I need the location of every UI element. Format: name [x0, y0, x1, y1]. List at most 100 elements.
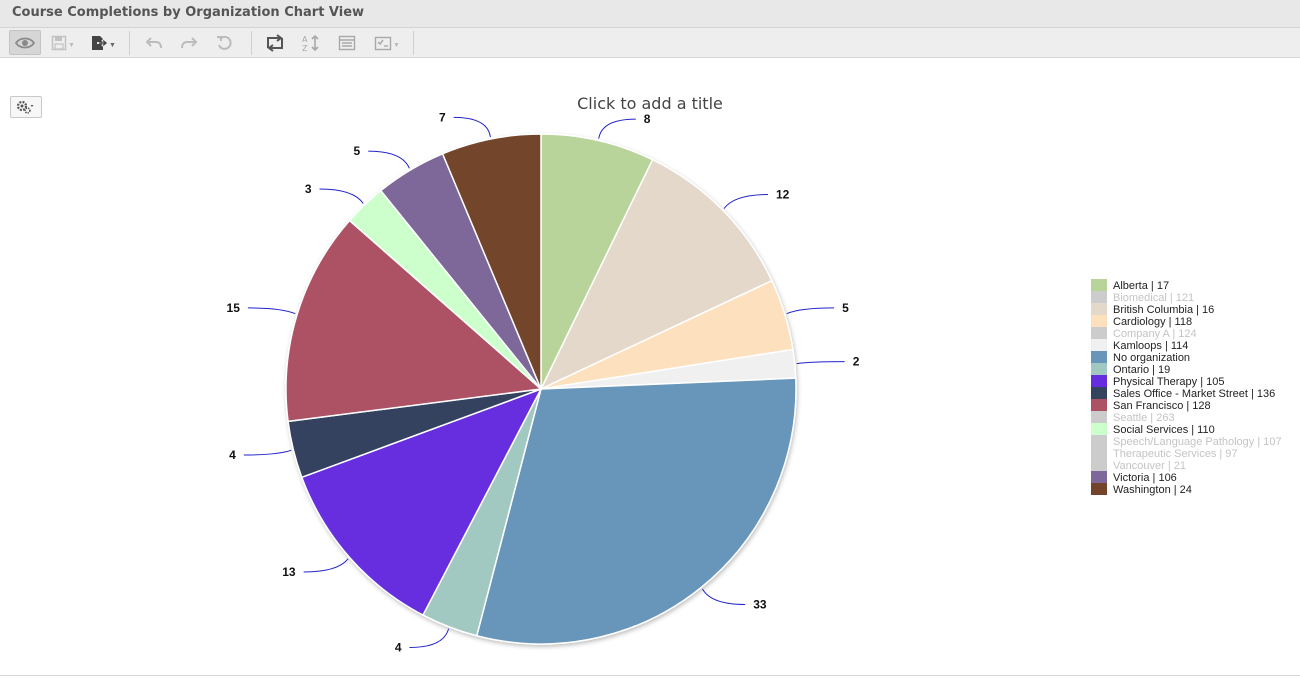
legend-label: British Columbia | 16 — [1113, 304, 1215, 316]
table-view-icon — [338, 35, 356, 50]
legend-swatch — [1091, 411, 1107, 423]
toolbar-separator — [413, 31, 414, 55]
legend-swatch — [1091, 291, 1107, 303]
pie-data-label: 4 — [395, 641, 402, 655]
pie-slice-san-francisco[interactable] — [285, 219, 543, 423]
bottom-divider — [0, 675, 1300, 676]
view-icon — [15, 37, 35, 48]
pie-data-label: 7 — [439, 110, 446, 124]
legend-label: Kamloops | 114 — [1113, 340, 1189, 352]
sort-button[interactable]: A Z — [297, 30, 325, 55]
pie-label-connector — [243, 449, 292, 456]
legend-swatch — [1091, 423, 1107, 435]
gear-icon — [16, 100, 34, 114]
legend-label: Ontario | 19 — [1113, 364, 1171, 376]
pie-label-connector — [368, 150, 410, 169]
legend-swatch — [1091, 363, 1107, 375]
undo-button[interactable] — [140, 30, 168, 55]
chart-settings-button[interactable] — [10, 96, 42, 118]
legend-swatch — [1091, 351, 1107, 363]
legend-swatch — [1091, 375, 1107, 387]
legend-label: Social Services | 110 — [1113, 424, 1215, 436]
pie-slice-no-organization[interactable] — [475, 377, 797, 645]
pie-slice-alberta[interactable] — [540, 133, 654, 390]
pie-data-label: 5 — [842, 301, 849, 315]
legend-swatch — [1091, 303, 1107, 315]
redo-button[interactable] — [175, 30, 203, 55]
legend-label: Alberta | 17 — [1113, 280, 1170, 292]
pie-label-connector — [453, 116, 491, 138]
pie-slice-washington[interactable] — [441, 133, 542, 390]
legend-label: Cardiology | 118 — [1113, 316, 1193, 328]
pie-label-connector — [786, 307, 835, 315]
legend-label: Physical Therapy | 105 — [1113, 376, 1225, 388]
legend-swatch — [1091, 399, 1107, 411]
legend-label: Vancouver | 21 — [1113, 460, 1186, 472]
toolbar-separator — [129, 31, 130, 55]
pie-slice-physical-therapy[interactable] — [300, 387, 543, 617]
reset-button[interactable] — [210, 30, 238, 55]
save-icon — [51, 35, 67, 50]
legend-label: San Francisco | 128 — [1113, 400, 1211, 412]
pie-label-connector — [409, 628, 450, 648]
pie-label-connector — [723, 194, 769, 209]
pie-data-label: 3 — [305, 182, 312, 196]
svg-text:A: A — [302, 35, 308, 44]
table-view-button[interactable] — [333, 30, 361, 55]
pie-label-connector — [598, 118, 636, 139]
pie-data-label: 15 — [227, 301, 241, 315]
pie-label-connector — [319, 188, 364, 204]
legend-label: Washington | 24 — [1113, 484, 1192, 496]
pie-label-connector — [247, 307, 296, 315]
pie-slice-british-columbia[interactable] — [539, 158, 773, 391]
export-caret-icon: ▼ — [109, 42, 116, 49]
checklist-button[interactable]: ▼ — [370, 30, 404, 55]
legend-swatch — [1091, 435, 1107, 447]
save-button[interactable]: ▼ — [47, 30, 79, 55]
pie-slices — [285, 133, 797, 645]
pie-data-label: 33 — [753, 598, 767, 612]
legend-swatch — [1091, 279, 1107, 291]
window-title: Course Completions by Organization Chart… — [12, 5, 365, 20]
legend-swatch — [1091, 459, 1107, 471]
legend-swatch — [1091, 339, 1107, 351]
legend-label: Biomedical | 121 — [1113, 292, 1195, 304]
pie-labels: 8 12 5 2 33 4 13 4 15 3 5 7 — [227, 110, 860, 654]
undo-icon — [145, 36, 162, 48]
pie-data-label: 4 — [229, 448, 236, 462]
pie-label-connector — [303, 558, 349, 573]
legend-swatch — [1091, 471, 1107, 483]
swap-axes-icon — [267, 33, 283, 52]
legend-swatch — [1091, 315, 1107, 327]
legend-label: Therapeutic Services | 97 — [1113, 448, 1238, 460]
chart-title[interactable]: Click to add a title — [577, 94, 723, 113]
sort-icon: A Z — [302, 34, 319, 52]
legend-label: Company A | 124 — [1113, 328, 1197, 340]
swap-axes-button[interactable] — [261, 30, 289, 55]
legend-swatch — [1091, 327, 1107, 339]
save-caret-icon: ▼ — [68, 42, 75, 49]
toolbar-separator — [251, 31, 252, 55]
view-button[interactable] — [9, 30, 41, 55]
svg-text:Z: Z — [302, 44, 308, 52]
legend-label: Victoria | 106 — [1113, 472, 1177, 484]
checklist-icon — [374, 36, 392, 50]
window-titlebar: Course Completions by Organization Chart… — [0, 0, 1300, 28]
legend-label: Seattle | 263 — [1113, 412, 1175, 424]
legend-label: No organization — [1113, 352, 1191, 364]
export-icon — [92, 35, 108, 50]
legend-swatch — [1091, 387, 1107, 399]
legend-label: Sales Office - Market Street | 136 — [1113, 388, 1276, 400]
pie-data-label: 2 — [853, 355, 860, 369]
pie-data-label: 8 — [644, 112, 651, 126]
checklist-caret-icon: ▼ — [393, 42, 400, 49]
pie-data-label: 12 — [776, 188, 790, 202]
pie-data-label: 13 — [282, 565, 296, 579]
redo-icon — [181, 36, 198, 48]
legend-swatch — [1091, 447, 1107, 459]
legend-label: Speech/Language Pathology | 107 — [1113, 436, 1282, 448]
export-button[interactable]: ▼ — [86, 30, 120, 55]
pie-label-connector — [796, 361, 845, 365]
legend-swatch — [1091, 483, 1107, 495]
